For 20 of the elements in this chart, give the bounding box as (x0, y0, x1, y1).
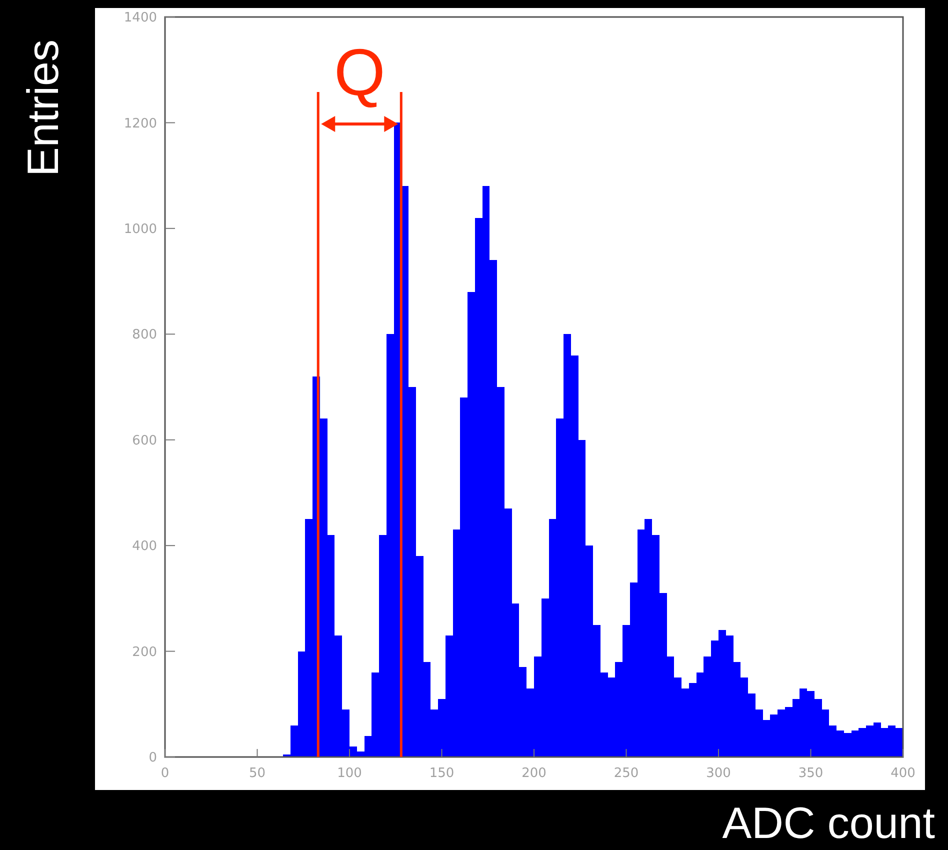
y-tick-label: 1400 (124, 10, 157, 26)
x-tick-label: 400 (890, 766, 916, 781)
x-tick-label: 150 (429, 766, 454, 781)
x-tick-label: 200 (522, 766, 546, 781)
annotation: Q (334, 35, 386, 109)
x-tick-label: 250 (614, 766, 639, 781)
x-tick-label: 50 (248, 766, 266, 781)
x-tick-label: 100 (337, 766, 362, 781)
y-tick-label: 600 (132, 433, 157, 448)
y-tick-label: 0 (148, 750, 157, 766)
x-tick-label: 300 (706, 766, 731, 781)
x-tick-label: 0 (160, 766, 170, 781)
y-tick-label: 1000 (124, 222, 157, 237)
x-axis-title: ADC count (722, 799, 935, 848)
y-tick-label: 800 (132, 328, 157, 343)
y-tick-label: 400 (132, 539, 157, 554)
x-tick-label: 350 (798, 766, 824, 781)
y-axis-title: Entries (19, 40, 68, 176)
y-tick-label: 200 (132, 644, 157, 660)
y-tick-label: 1200 (124, 116, 157, 132)
